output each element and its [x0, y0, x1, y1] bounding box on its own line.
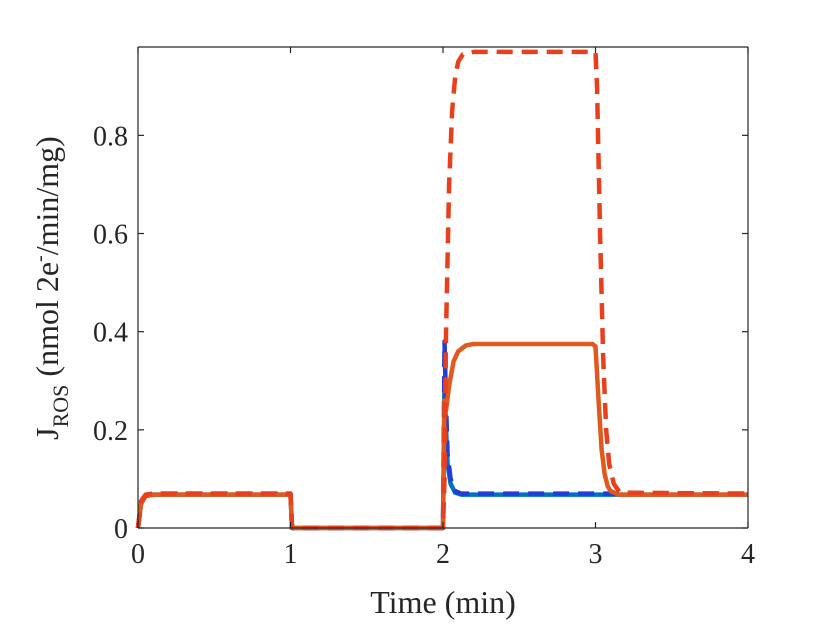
y-tick-label: 0.4: [93, 318, 128, 349]
y-axis-title-rest-a: (nmol 2e: [29, 262, 65, 385]
y-tick-label: 0: [114, 514, 128, 545]
x-tick-label: 1: [284, 539, 298, 570]
x-axis-title: Time (min): [370, 584, 516, 620]
x-tick-label: 2: [436, 539, 450, 570]
x-tick-label: 0: [131, 539, 145, 570]
y-tick-label: 0.2: [93, 416, 128, 447]
series-line-4: [135, 49, 749, 531]
y-axis-title-sup: -: [29, 255, 51, 262]
x-tick-label: 4: [741, 539, 755, 570]
y-axis-title-rest-b: /min/mg): [29, 136, 65, 255]
y-axis-title-sub: ROS: [48, 385, 73, 428]
ticks-layer: 0 1 2 3 4 0 0.2 0.4 0.6 0.8: [93, 47, 755, 570]
y-tick-label: 0.6: [93, 220, 128, 251]
y-axis-title: JROS (nmol 2e-/min/mg): [29, 136, 73, 440]
x-tick-label: 3: [589, 539, 603, 570]
y-axis-title-main: J: [29, 427, 65, 439]
y-tick-label: 0.8: [93, 121, 128, 152]
